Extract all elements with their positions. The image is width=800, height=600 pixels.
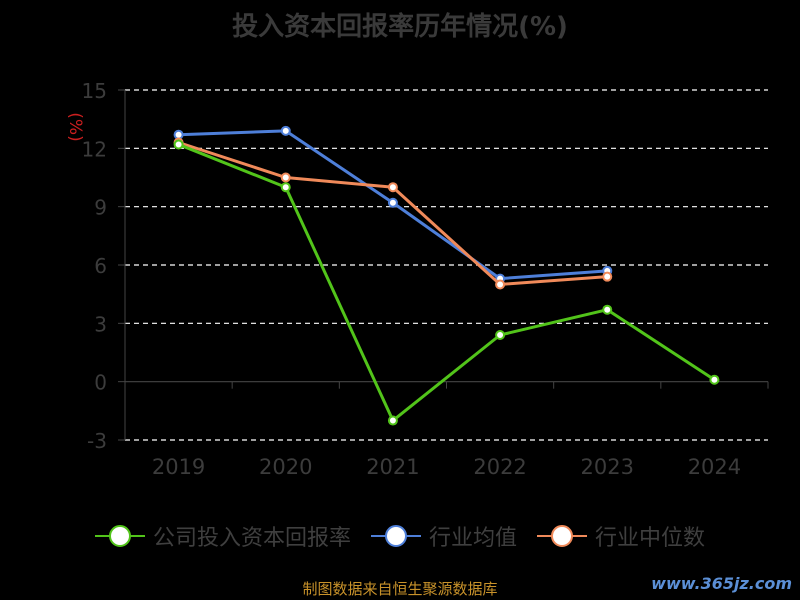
x-tick-label: 2019 (152, 455, 205, 479)
x-tick-label: 2023 (581, 455, 634, 479)
x-tick-label: 2021 (366, 455, 419, 479)
y-tick-label: 9 (94, 196, 107, 220)
x-tick-label: 2020 (259, 455, 312, 479)
data-point (602, 304, 613, 315)
data-point (495, 330, 506, 340)
y-tick-label: 15 (82, 79, 107, 103)
legend-item: 行业均值 (370, 520, 517, 552)
legend-swatch (94, 525, 145, 547)
y-tick-label: 3 (94, 312, 107, 336)
legend-swatch (370, 525, 421, 547)
legend-swatch (537, 525, 587, 547)
data-point (387, 182, 398, 193)
chart-title: 投入资本回报率历年情况(%) (232, 12, 568, 42)
legend-label: 公司投入资本回报率 (152, 526, 351, 551)
legend-item: 公司投入资本回报率 (94, 520, 351, 552)
data-point (602, 271, 613, 282)
legend-label: 行业中位数 (595, 526, 706, 551)
chart-legend: 公司投入资本回报率 行业均值 行业中位数 (0, 520, 800, 552)
site-watermark: www.365jz.com (651, 574, 792, 593)
data-point (387, 415, 398, 426)
legend-item: 行业中位数 (537, 520, 705, 552)
x-tick-label: 2022 (473, 455, 526, 479)
y-tick-label: -3 (87, 429, 107, 453)
series-line (178, 143, 716, 423)
data-point (280, 182, 291, 193)
legend-label: 行业均值 (428, 526, 517, 551)
y-tick-label: 6 (94, 254, 107, 278)
data-source-note: 制图数据来自恒生聚源数据库 (302, 580, 498, 598)
data-point (280, 125, 291, 136)
y-tick-label: 0 (94, 371, 107, 395)
data-point (173, 139, 184, 150)
x-tick-label: 2024 (688, 455, 741, 479)
data-point (495, 279, 506, 290)
data-point (280, 172, 291, 183)
series-line (178, 141, 608, 286)
y-axis-label: (%) (65, 112, 85, 141)
data-point (709, 374, 720, 385)
data-point (387, 197, 398, 208)
y-tick-label: 12 (82, 137, 107, 161)
